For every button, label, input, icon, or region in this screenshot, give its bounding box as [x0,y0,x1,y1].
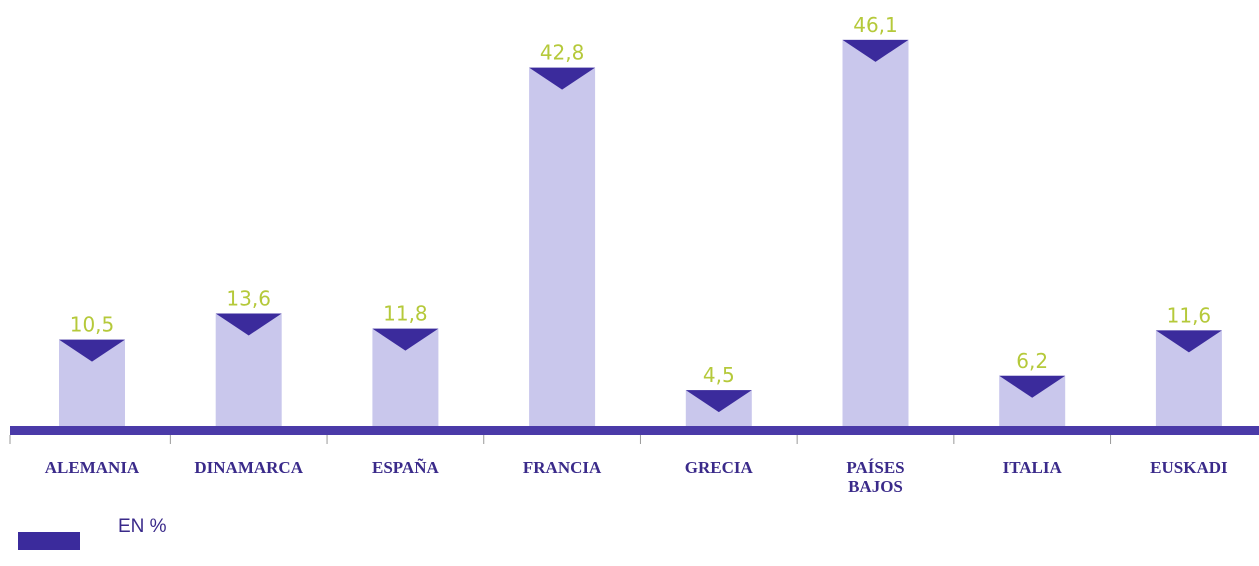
bar [529,67,596,429]
x-tick-label: ITALIA [1002,458,1062,477]
bar-marker [999,375,1066,398]
bar-marker [215,313,282,336]
value-label: 13,6 [226,286,271,310]
value-label: 6,2 [1016,349,1048,373]
bar [842,39,909,428]
x-tick-label: PAÍSES BAJOS [846,458,905,496]
bar-marker [1155,330,1222,353]
x-tick-label: DINAMARCA [194,458,303,477]
value-label: 4,5 [703,363,735,387]
x-tick-label: GRECIA [684,458,753,477]
x-tick-label: FRANCIA [522,458,602,477]
bar-marker [685,390,752,413]
bar-marker [59,339,125,362]
value-label: 11,6 [1167,303,1212,327]
x-tick-label: EUSKADI [1150,458,1228,477]
legend-swatch [18,532,80,550]
value-label: 42,8 [540,41,585,65]
baseline [10,426,1259,435]
x-tick-label: ALEMANIA [44,458,140,477]
value-label: 46,1 [853,13,898,37]
value-label: 10,5 [70,313,115,337]
bar-marker [372,328,439,351]
bar-marker [529,67,596,90]
bar-marker [842,39,909,62]
legend-label: EN % [118,516,167,537]
value-label: 11,8 [383,302,428,326]
x-tick-label: ESPAÑA [372,458,439,477]
